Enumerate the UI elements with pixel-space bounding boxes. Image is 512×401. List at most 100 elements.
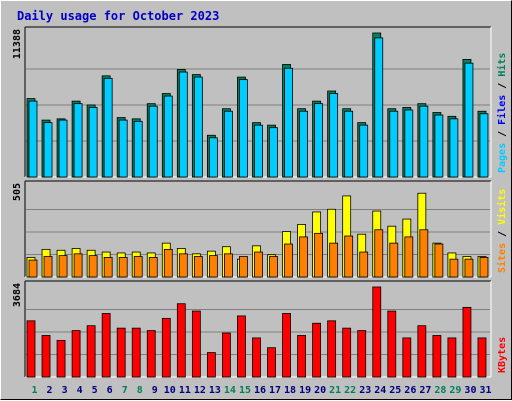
bar-kbytes-day-30: KBytes 30: 2850 [462,306,472,378]
bar-kbytes-day-10: KBytes 10: 2400 [161,317,171,378]
legend-visits-sites: Sites / Visits [496,189,508,273]
x-tick-day-19: 19 [299,385,311,396]
legend-item: Hits [496,53,508,77]
bar-sites-day-29: Sites 29: 100 [449,258,459,278]
bar-sites-day-22: Sites 22: 230 [344,235,354,278]
x-tick-day-22: 22 [344,385,356,396]
x-tick-day-2: 2 [47,385,53,396]
bar-kbytes-day-13: KBytes 13: 1000 [206,352,216,378]
bar-kbytes-day-1: KBytes 1: 2300 [26,320,36,378]
bar-files-day-4: Files 4: 5800 [73,103,83,178]
bar-sites-day-12: Sites 12: 115 [193,256,203,278]
chart-title: Daily usage for October 2023 [17,9,219,23]
bar-files-day-9: Files 9: 5600 [148,105,158,178]
bar-sites-day-2: Sites 2: 115 [43,256,53,278]
bar-files-day-13: Files 13: 3100 [208,137,218,178]
bar-sites-day-14: Sites 14: 130 [224,253,233,278]
bar-kbytes-day-2: KBytes 2: 1700 [41,335,51,378]
bar-sites-day-26: Sites 26: 225 [404,236,414,278]
x-tick-day-9: 9 [152,385,158,396]
bar-kbytes-day-5: KBytes 5: 2100 [86,325,96,378]
bar-files-day-12: Files 12: 7900 [193,76,203,178]
bar-kbytes-day-3: KBytes 3: 1500 [56,339,66,378]
bar-files-day-16: Files 16: 4100 [254,124,263,178]
bar-sites-day-20: Sites 20: 245 [314,232,324,278]
x-tick-day-3: 3 [62,385,68,396]
bar-kbytes-day-23: KBytes 23: 1900 [357,330,367,378]
x-tick-day-16: 16 [254,385,266,396]
bar-files-day-8: Files 8: 4400 [133,120,143,178]
bar-sites-day-6: Sites 6: 110 [103,256,113,278]
bar-files-day-20: Files 20: 5800 [314,103,324,178]
bar-kbytes-day-20: KBytes 20: 2200 [312,322,322,378]
bar-kbytes-day-25: KBytes 25: 2700 [387,310,397,378]
bar-kbytes-day-8: KBytes 8: 2000 [131,327,141,378]
bar-files-day-6: Files 6: 7800 [103,77,113,178]
bar-kbytes-day-17: KBytes 17: 1200 [267,347,276,378]
bar-sites-day-15: Sites 15: 115 [239,256,248,278]
bar-sites-day-13: Sites 13: 120 [208,255,218,278]
bar-sites-day-10: Sites 10: 155 [163,248,173,278]
x-tick-day-27: 27 [419,385,431,396]
x-tick-day-20: 20 [314,385,326,396]
bar-sites-day-31: Sites 31: 110 [479,256,489,278]
x-tick-day-28: 28 [434,385,446,396]
bar-sites-day-7: Sites 7: 110 [118,256,128,278]
x-tick-day-13: 13 [209,385,221,396]
bar-kbytes-day-6: KBytes 6: 2600 [101,313,111,378]
bar-sites-day-24: Sites 24: 265 [374,229,384,278]
bar-sites-day-3: Sites 3: 120 [58,255,68,278]
bar-sites-day-21: Sites 21: 190 [329,242,339,278]
bar-files-day-25: Files 25: 5200 [389,110,399,178]
bar-sites-day-28: Sites 28: 185 [434,243,444,278]
bar-kbytes-day-11: KBytes 11: 3000 [176,303,186,378]
panel-kbytes: 3684 KBytes KBytes 1: 2300 KBytes 2: 1700 KB… [12,280,508,378]
bar-files-day-24: Files 24: 11000 [374,37,384,178]
bar-kbytes-day-14: KBytes 14: 1800 [222,332,231,378]
bar-files-day-26: Files 26: 5300 [404,109,414,178]
legend-kbytes: KBytes [497,337,508,373]
bar-kbytes-day-16: KBytes 16: 1600 [252,337,261,378]
x-tick-day-18: 18 [284,385,296,396]
bar-files-day-15: Files 15: 7700 [239,79,248,178]
x-tick-day-29: 29 [449,385,461,396]
bar-files-day-22: Files 22: 5200 [344,110,354,178]
bar-kbytes-day-27: KBytes 27: 2100 [417,325,427,378]
x-tick-day-15: 15 [239,385,251,396]
bar-kbytes-day-31: KBytes 31: 1600 [477,337,487,378]
x-tick-day-17: 17 [269,385,281,396]
bar-kbytes-day-18: KBytes 18: 2600 [282,313,291,378]
ymax-label: 3684 [12,283,23,307]
x-tick-day-11: 11 [179,385,191,396]
x-tick-day-21: 21 [329,385,341,396]
bar-kbytes-day-24: KBytes 24: 3684 [372,286,382,378]
bar-files-day-30: Files 30: 9000 [464,62,474,178]
x-tick-day-30: 30 [464,385,476,396]
bar-sites-day-23: Sites 23: 140 [359,251,369,278]
legend-item: KBytes [497,337,508,373]
bar-sites-day-4: Sites 4: 130 [73,253,83,278]
bar-files-day-5: Files 5: 5500 [88,107,98,178]
bar-files-day-21: Files 21: 6600 [329,93,339,178]
x-tick-day-7: 7 [122,385,128,396]
bar-sites-day-27: Sites 27: 265 [419,229,429,278]
x-tick-day-8: 8 [137,385,143,396]
bar-sites-day-9: Sites 9: 110 [148,256,158,278]
bar-sites-day-8: Sites 8: 115 [133,256,143,278]
x-tick-day-23: 23 [359,385,371,396]
x-tick-day-10: 10 [164,385,176,396]
bar-sites-day-1: Sites 1: 95 [28,259,38,278]
bar-files-day-29: Files 29: 4600 [449,118,459,178]
bar-sites-day-30: Sites 30: 100 [464,258,474,278]
x-tick-day-26: 26 [404,385,416,396]
bar-kbytes-day-21: KBytes 21: 2300 [327,320,337,378]
bar-files-day-3: Files 3: 4500 [58,119,68,178]
legend-item: Visits [496,189,508,225]
bar-kbytes-day-7: KBytes 7: 2000 [116,327,126,378]
bar-files-day-23: Files 23: 4100 [359,124,369,178]
bar-files-day-11: Files 11: 8300 [178,71,188,178]
legend-item: Files [496,95,508,125]
